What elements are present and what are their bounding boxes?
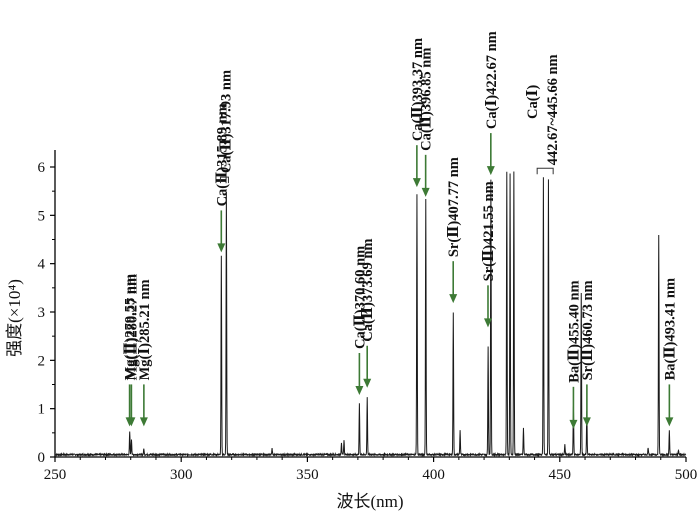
peak-label: 442.67~445.66 nm — [545, 54, 561, 165]
y-tick-label: 1 — [38, 402, 46, 418]
peak-label: Mg(Ⅰ)285.21 nm — [137, 279, 153, 380]
peak-label: Sr(Ⅱ)407.77 nm — [446, 157, 462, 257]
annotation-arrowhead — [355, 386, 364, 395]
x-tick-label: 450 — [549, 467, 572, 483]
annotation-arrowhead — [139, 417, 148, 427]
peak-label: Ca(Ⅱ)373.69 nm — [360, 239, 376, 342]
x-ticks: 250 300 350 400 450 500 — [44, 457, 698, 483]
peak-label: Mg(Ⅱ)280.27 nm — [124, 274, 140, 380]
annotation-arrowhead — [665, 417, 674, 427]
annotation-bracket — [219, 176, 229, 184]
spectrum-line — [54, 171, 687, 458]
x-tick-label: 400 — [422, 467, 445, 483]
annotation-arrowhead — [449, 294, 458, 304]
peak-label: Sr(Ⅱ)460.73 nm — [580, 280, 596, 380]
y-tick-label: 5 — [38, 208, 46, 224]
annotation-arrowhead — [483, 318, 492, 328]
y-tick-label: 6 — [38, 160, 46, 176]
y-tick-label: 3 — [38, 305, 46, 321]
x-tick-label: 350 — [296, 467, 319, 483]
peak-label: Ca(Ⅱ)393.37 nm — [410, 38, 426, 141]
x-axis-title: 波长(nm) — [336, 492, 403, 511]
peak-label: Ba(Ⅱ)493.41 nm — [662, 278, 678, 380]
annotation-bracket — [536, 167, 554, 175]
annotation-arrowhead — [127, 417, 136, 427]
annotation-arrowhead — [363, 378, 372, 388]
peak-label: Ca(Ⅱ)396.85 nm — [419, 48, 435, 151]
peak-label: Ca(Ⅰ) — [525, 85, 541, 119]
y-axis-title: 强度(×10⁴) — [5, 279, 24, 357]
peak-label: Ba(Ⅱ)455.40 nm — [566, 280, 582, 382]
annotation-arrowhead — [217, 243, 226, 253]
peak-label: Ca(Ⅱ)370.60 nm — [352, 246, 368, 349]
x-tick-label: 300 — [170, 467, 193, 483]
peak-label: Ca(Ⅰ)422.67 nm — [484, 31, 500, 129]
annotation-arrowhead — [582, 417, 591, 427]
x-tick-label: 500 — [675, 467, 698, 483]
y-tick-label: 0 — [38, 450, 46, 466]
peak-label: Sr(Ⅱ)421.55 nm — [481, 181, 497, 281]
plot-area — [54, 150, 687, 458]
annotation-arrowhead — [486, 166, 495, 176]
annotation-arrowhead — [569, 419, 578, 429]
peak-label: Mg(Ⅱ)279.55 nm — [123, 274, 139, 380]
x-tick-label: 250 — [44, 467, 67, 483]
annotation-arrowhead — [421, 187, 430, 197]
annotation-arrowhead — [412, 178, 421, 188]
y-tick-label: 4 — [38, 257, 46, 273]
y-tick-label: 2 — [38, 353, 46, 369]
peak-label: Ca(Ⅱ)317.93 nm — [218, 70, 234, 173]
y-ticks: 0 1 2 3 4 5 6 — [38, 160, 55, 466]
peak-label: Ca(Ⅱ)315.89 nm — [214, 103, 230, 206]
